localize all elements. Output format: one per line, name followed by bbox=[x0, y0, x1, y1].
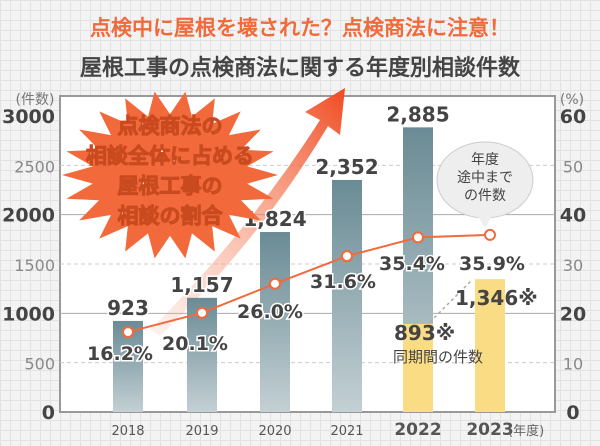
partial-label-2023: 1,346※ bbox=[455, 286, 538, 310]
callout-text: 屋根工事の bbox=[118, 174, 223, 198]
bar-label: 923 bbox=[107, 296, 149, 320]
y-tick-right: 0 bbox=[566, 402, 579, 424]
partial-bar bbox=[403, 323, 433, 412]
rate-label: 16.2% bbox=[87, 343, 153, 365]
callout-text: 点検商法の bbox=[118, 114, 223, 138]
x-tick: 2023 bbox=[466, 420, 513, 440]
rate-point bbox=[269, 277, 281, 290]
partial-label-2022: 893※ bbox=[394, 321, 455, 345]
x-tick: 2019 bbox=[185, 424, 218, 439]
x-tick: 2021 bbox=[330, 424, 363, 439]
bar-label: 2,885 bbox=[386, 102, 449, 126]
y-tick-right: 10 bbox=[563, 355, 583, 374]
starburst bbox=[62, 91, 278, 259]
y-tick-left: 1000 bbox=[2, 303, 55, 325]
bar-label: 2,352 bbox=[315, 155, 378, 179]
rate-point bbox=[196, 306, 208, 319]
rate-point bbox=[341, 250, 353, 263]
bubble-text: 年度 bbox=[471, 152, 499, 168]
callout-text: 相談の割合 bbox=[118, 204, 224, 228]
bubble-text: の件数 bbox=[464, 188, 506, 204]
rate-label: 20.1% bbox=[162, 333, 228, 355]
bar bbox=[332, 179, 362, 412]
bubble-tail bbox=[478, 216, 492, 228]
bar bbox=[260, 232, 290, 412]
x-label: (年度) bbox=[508, 423, 544, 439]
partial-bar bbox=[475, 279, 505, 412]
chart-title: 屋根工事の点検商法に関する年度別相談件数 bbox=[79, 56, 520, 81]
rate-label: 35.9% bbox=[459, 253, 525, 275]
rate-label: 26.0% bbox=[237, 301, 303, 323]
y-tick-left: 1500 bbox=[14, 256, 55, 275]
x-tick: 2018 bbox=[111, 424, 144, 439]
rate-point bbox=[412, 231, 424, 244]
y-tick-left: 500 bbox=[24, 355, 55, 374]
rate-label: 35.4% bbox=[379, 253, 445, 275]
y-tick-right: 40 bbox=[560, 205, 586, 227]
y-tick-left: 3000 bbox=[2, 106, 55, 128]
y-tick-right: 60 bbox=[560, 106, 586, 128]
rate-point bbox=[484, 228, 496, 241]
y-tick-left: 2000 bbox=[2, 205, 55, 227]
headline: 点検中に屋根を壊された？点検商法に注意！ bbox=[90, 16, 510, 40]
rate-label: 31.6% bbox=[310, 271, 376, 293]
y-tick-right: 20 bbox=[560, 303, 586, 325]
y-label-right: (%) bbox=[560, 92, 584, 108]
bar-label: 1,157 bbox=[170, 273, 233, 297]
y-tick-left: 0 bbox=[42, 402, 55, 424]
y-label-left: (件数) bbox=[16, 92, 55, 108]
y-tick-right: 30 bbox=[563, 256, 583, 275]
x-tick: 2020 bbox=[258, 424, 291, 439]
connector bbox=[429, 279, 473, 323]
rate-point bbox=[122, 326, 134, 339]
callout-text: 相談全体に占める bbox=[86, 144, 254, 168]
rate-line bbox=[127, 233, 491, 334]
x-tick: 2022 bbox=[394, 420, 441, 440]
bubble-text: 途中まで bbox=[457, 169, 513, 186]
y-tick-right: 50 bbox=[563, 157, 583, 176]
same-period-label: 同期間の件数 bbox=[393, 348, 483, 366]
trend-arrow bbox=[150, 88, 345, 336]
y-tick-left: 2500 bbox=[14, 157, 55, 176]
